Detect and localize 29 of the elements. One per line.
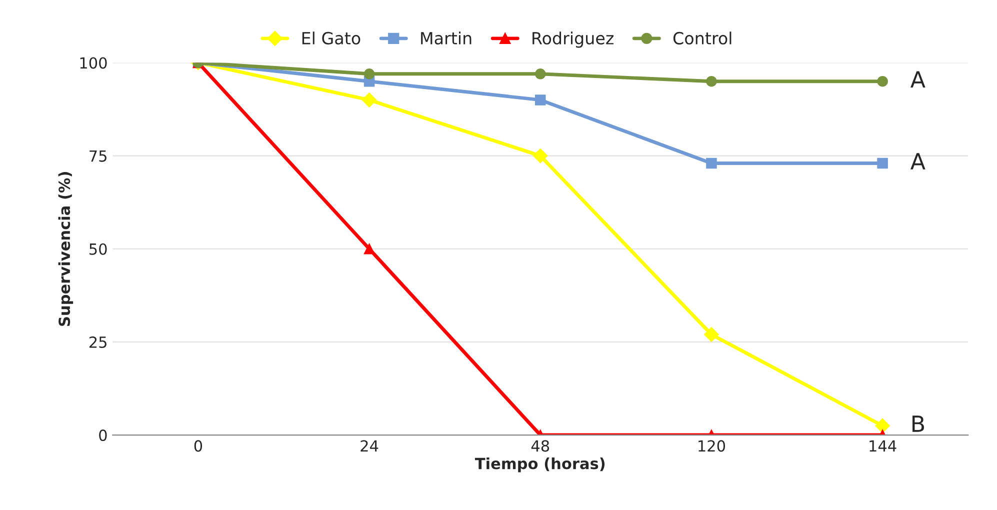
x-tick-label: 120 (698, 440, 726, 452)
y-tick-label: 75 (90, 150, 106, 162)
point (877, 158, 888, 169)
x-tick-label: 48 (531, 440, 550, 452)
point (532, 148, 548, 164)
legend-label: Rodriguez (532, 32, 614, 48)
y-axis-title: Supervivencia (%) (58, 172, 74, 326)
point (706, 76, 717, 87)
y-tick-label: 100 (80, 57, 107, 69)
point (706, 158, 717, 169)
point (362, 92, 377, 108)
point (364, 244, 375, 254)
point (534, 94, 546, 106)
annotation: B (912, 416, 924, 432)
x-tick-label: 0 (194, 440, 202, 452)
x-tick-label: 24 (360, 440, 378, 452)
annotation: A (910, 153, 926, 170)
x-axis-title: Tiempo (horas) (474, 457, 605, 472)
point (534, 68, 546, 80)
point (877, 76, 888, 87)
point (364, 68, 375, 80)
legend-label: El Gato (302, 32, 360, 44)
annotation: A (910, 71, 926, 88)
y-tick-label: 25 (89, 336, 106, 348)
legend-label: Martin (421, 32, 472, 44)
legend-label: Control (673, 32, 732, 44)
y-tick-label: 50 (90, 243, 107, 255)
y-tick-label: 0 (99, 429, 107, 442)
x-tick-label: 144 (870, 440, 896, 452)
